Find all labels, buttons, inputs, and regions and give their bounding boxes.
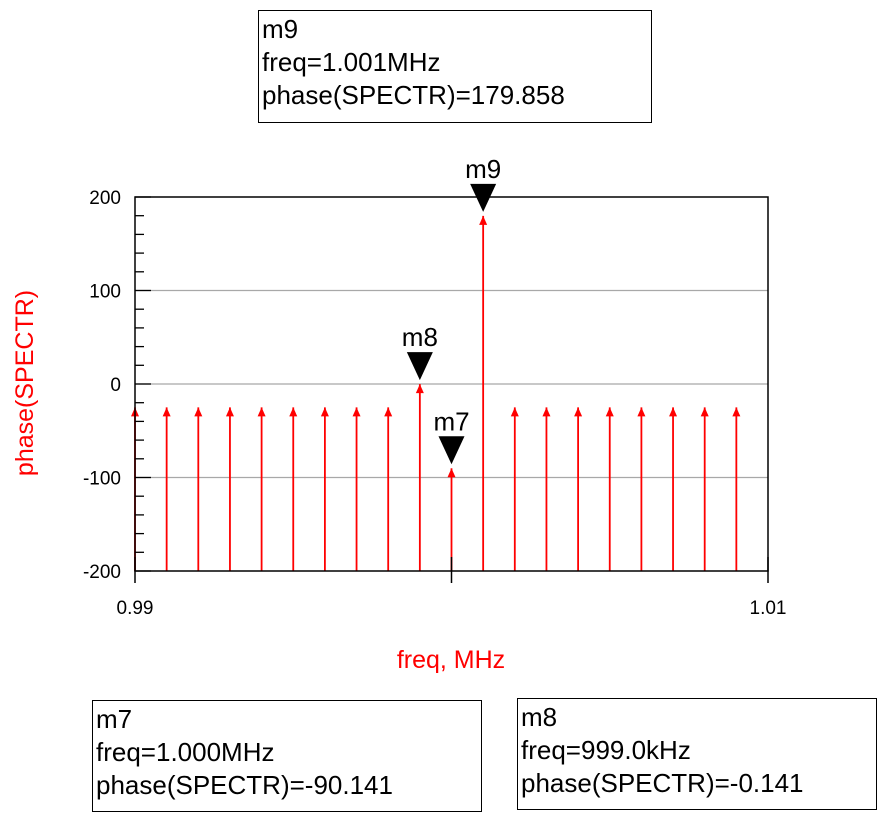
x-axis-label: freq, MHz xyxy=(397,646,505,674)
stem-arrowhead xyxy=(479,215,488,225)
stem-arrowhead xyxy=(510,407,519,417)
stem-arrowhead xyxy=(415,384,424,394)
y-tick-label: -200 xyxy=(83,562,121,583)
stem-arrowhead xyxy=(637,407,646,417)
marker-label-m7: m7 xyxy=(433,406,469,436)
stem-arrowhead xyxy=(320,407,329,417)
y-axis-label: phase(SPECTR) xyxy=(11,290,39,476)
stem-arrowhead xyxy=(732,407,741,417)
marker-name: m8 xyxy=(521,702,558,732)
marker-glyphs: m9 m8 m7 xyxy=(402,154,501,465)
stem xyxy=(415,384,424,571)
marker-name: m9 xyxy=(262,14,299,44)
stem-arrowhead xyxy=(447,468,456,478)
marker-label-m9: m9 xyxy=(465,154,501,184)
marker-freq: freq=999.0kHz xyxy=(521,735,691,765)
y-tick-label: 0 xyxy=(110,375,121,396)
marker-phase: phase(SPECTR)=-0.141 xyxy=(521,768,804,798)
stem-arrowhead xyxy=(289,407,298,417)
y-axis-ticks: -200 -100 0 100 200 xyxy=(83,188,151,583)
y-tick-label: 200 xyxy=(89,188,121,209)
stem xyxy=(732,407,741,571)
stem xyxy=(194,407,203,571)
stem-arrowhead xyxy=(542,407,551,417)
marker-freq: freq=1.000MHz xyxy=(96,737,275,767)
stem xyxy=(384,407,393,571)
x-tick-label: 0.99 xyxy=(117,598,154,619)
y-tick-label: 100 xyxy=(89,282,121,303)
stem-arrowhead xyxy=(574,407,583,417)
marker-triangle-m9 xyxy=(470,183,497,212)
marker-phase: phase(SPECTR)=179.858 xyxy=(262,80,565,110)
stem-arrowhead xyxy=(162,407,171,417)
marker-readout-m7: m7 freq=1.000MHz phase(SPECTR)=-90.141 xyxy=(92,700,482,812)
stem-arrowhead xyxy=(605,407,614,417)
stem-arrowhead xyxy=(257,407,266,417)
x-tick-label: 1.01 xyxy=(750,598,787,619)
marker-freq: freq=1.001MHz xyxy=(262,47,441,77)
stem-arrowhead xyxy=(352,407,361,417)
stem xyxy=(542,407,551,571)
stem xyxy=(669,407,678,571)
stem-arrowhead xyxy=(194,407,203,417)
stem xyxy=(479,215,488,571)
stem-arrowhead xyxy=(669,407,678,417)
stem-series xyxy=(131,215,741,571)
stem-arrowhead xyxy=(225,407,234,417)
marker-readout-m9: m9 freq=1.001MHz phase(SPECTR)=179.858 xyxy=(258,10,652,123)
stem xyxy=(605,407,614,571)
stem xyxy=(574,407,583,571)
stem-arrowhead xyxy=(700,407,709,417)
stem xyxy=(162,407,171,571)
stem xyxy=(225,407,234,571)
stem xyxy=(510,407,519,571)
marker-name: m7 xyxy=(96,704,133,734)
stem-arrowhead xyxy=(384,407,393,417)
marker-readout-m8: m8 freq=999.0kHz phase(SPECTR)=-0.141 xyxy=(517,698,877,810)
y-tick-label: -100 xyxy=(83,469,121,490)
marker-triangle-m7 xyxy=(438,436,465,465)
stem xyxy=(320,407,329,571)
stem xyxy=(257,407,266,571)
stem xyxy=(352,407,361,571)
x-axis-ticks: 0.99 1.01 xyxy=(117,557,787,619)
stem xyxy=(637,407,646,571)
stem xyxy=(447,468,456,571)
stem xyxy=(289,407,298,571)
marker-label-m8: m8 xyxy=(402,322,438,352)
stem xyxy=(700,407,709,571)
marker-phase: phase(SPECTR)=-90.141 xyxy=(96,770,393,800)
marker-triangle-m8 xyxy=(406,352,433,381)
